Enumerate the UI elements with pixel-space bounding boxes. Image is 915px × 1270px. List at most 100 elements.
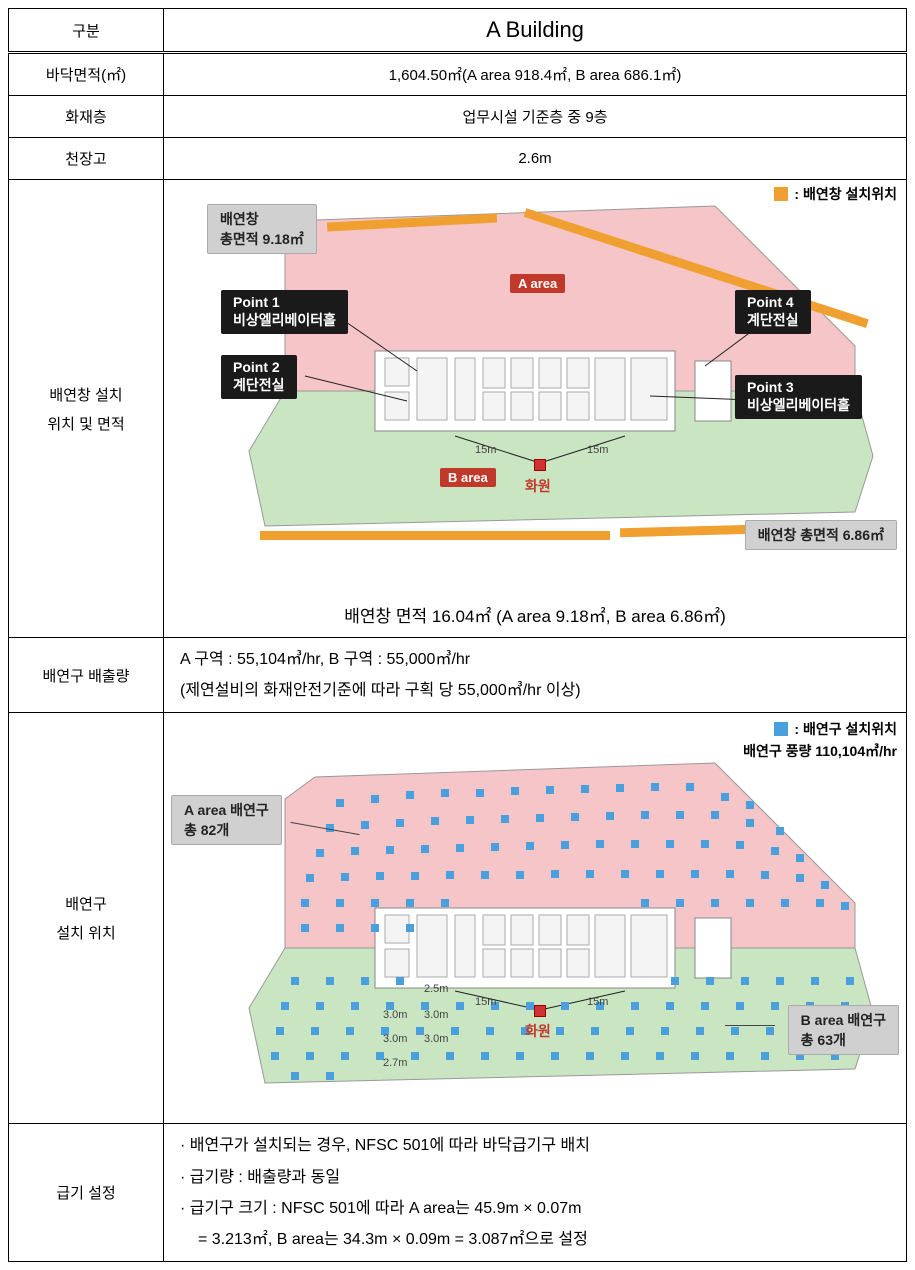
- row-emission-label: 배연구 배출량: [9, 638, 164, 713]
- vent-dot: [396, 977, 404, 985]
- vent-dot: [336, 799, 344, 807]
- row-vent-loc-label: 배연구 설치 위치: [9, 713, 164, 1124]
- vent-dot: [316, 849, 324, 857]
- vent-dot: [371, 924, 379, 932]
- vent-dot: [551, 870, 559, 878]
- vent-dot: [621, 870, 629, 878]
- dim2-15b: 15m: [587, 996, 608, 1008]
- row-ceiling-value: 2.6m: [164, 138, 907, 180]
- vent-dot: [511, 787, 519, 795]
- vent-dot: [571, 813, 579, 821]
- vent-dot: [586, 870, 594, 878]
- b-area-tag: B area: [440, 468, 496, 487]
- row-ceiling-label: 천장고: [9, 138, 164, 180]
- vent-dot: [441, 899, 449, 907]
- ventbar-bottom-left: [260, 531, 610, 540]
- row-supply-value: · 배연구가 설치되는 경우, NFSC 501에 따라 바닥급기구 배치 · …: [164, 1124, 907, 1262]
- vent-dot: [311, 1027, 319, 1035]
- vent-dot: [301, 924, 309, 932]
- vent-dot: [796, 854, 804, 862]
- vent-dot: [811, 977, 819, 985]
- vent-dot: [421, 845, 429, 853]
- vent-dot: [731, 1027, 739, 1035]
- vent-dot: [661, 1027, 669, 1035]
- point1-callout: Point 1 비상엘리베이터홀: [221, 290, 348, 334]
- vent-dot: [371, 899, 379, 907]
- vent-dot: [726, 1052, 734, 1060]
- vent-a-l1: 배연창: [220, 209, 304, 229]
- row-emission-value: A 구역 : 55,104㎥/hr, B 구역 : 55,000㎥/hr (제연…: [164, 638, 907, 713]
- vent-dot: [451, 1027, 459, 1035]
- b-count-l1: B area 배연구: [801, 1010, 886, 1030]
- point4-l1: Point 4: [747, 294, 799, 310]
- vent-dot: [306, 874, 314, 882]
- vent-dot: [686, 783, 694, 791]
- vent-dot: [491, 843, 499, 851]
- emission-l2: (제연설비의 화재안전기준에 따라 구획 당 55,000㎥/hr 이상): [180, 675, 890, 706]
- vent-dot: [551, 1052, 559, 1060]
- vent-dot: [711, 811, 719, 819]
- vent-dot: [446, 1052, 454, 1060]
- supply-i3: · 급기구 크기 : NFSC 501에 따라 A area는 45.9m × …: [180, 1193, 890, 1224]
- vent-dot: [631, 1002, 639, 1010]
- a-count-l2: 총 82개: [184, 820, 269, 840]
- vent-dot: [626, 1027, 634, 1035]
- point1-l1: Point 1: [233, 294, 336, 310]
- vent-window-label-l1: 배연창 설치: [13, 384, 159, 405]
- vent-dot: [516, 871, 524, 879]
- vent-dot: [271, 1052, 279, 1060]
- vent-dot: [666, 840, 674, 848]
- fire-source-icon: [534, 459, 546, 471]
- vent-dot: [546, 786, 554, 794]
- vent-loc-l2: 설치 위치: [13, 922, 159, 943]
- vent-dot: [416, 1027, 424, 1035]
- vent-dot: [776, 977, 784, 985]
- a-area-tag: A area: [510, 274, 565, 293]
- vent-dot: [781, 899, 789, 907]
- supply-i2: · 급기량 : 배출량과 동일: [180, 1162, 890, 1193]
- floor-plan-1: : 배연창 설치위치: [165, 180, 905, 596]
- vent-a-l2: 총면적 9.18㎡: [220, 229, 304, 249]
- point2-l1: Point 2: [233, 359, 285, 375]
- row-fire-floor-label: 화재층: [9, 96, 164, 138]
- plan2-svg: [185, 753, 885, 1103]
- vent-dot: [656, 870, 664, 878]
- dim2-15a: 15m: [475, 996, 496, 1008]
- vent-dot: [726, 870, 734, 878]
- header-col2: A Building: [164, 9, 907, 53]
- point3-l1: Point 3: [747, 379, 850, 395]
- dim-30b: 3.0m: [383, 1033, 407, 1045]
- plan2-legend1-text: : 배연구 설치위치: [794, 721, 897, 737]
- vent-dot: [351, 847, 359, 855]
- vent-dot: [411, 1052, 419, 1060]
- vent-dot: [276, 1027, 284, 1035]
- vent-dot: [476, 789, 484, 797]
- vent-dot: [776, 827, 784, 835]
- vent-dot: [741, 977, 749, 985]
- vent-dot: [406, 924, 414, 932]
- vent-dot: [326, 1072, 334, 1080]
- vent-dot: [736, 841, 744, 849]
- vent-dot: [306, 1052, 314, 1060]
- vent-dot: [376, 872, 384, 880]
- vent-dot: [291, 1072, 299, 1080]
- vent-dot: [341, 873, 349, 881]
- vent-loc-l1: 배연구: [13, 893, 159, 914]
- vent-dot: [526, 842, 534, 850]
- plan1-caption: 배연창 면적 16.04㎡ (A area 9.18㎡, B area 6.86…: [164, 596, 906, 637]
- vent-dot: [361, 821, 369, 829]
- vent-dot: [691, 870, 699, 878]
- vent-b-area-callout: 배연창 총면적 6.86㎡: [745, 520, 897, 550]
- vent-dot: [561, 1002, 569, 1010]
- dim-30a2: 3.0m: [383, 1009, 407, 1021]
- supply-i1: · 배연구가 설치되는 경우, NFSC 501에 따라 바닥급기구 배치: [180, 1130, 890, 1161]
- vent-dot: [771, 1002, 779, 1010]
- row-vent-window-label: 배연창 설치 위치 및 면적: [9, 180, 164, 638]
- vent-dot: [446, 871, 454, 879]
- vent-dot: [706, 977, 714, 985]
- row-floor-area-label: 바닥면적(㎡): [9, 53, 164, 96]
- vent-dot: [526, 1002, 534, 1010]
- vent-dot: [586, 1052, 594, 1060]
- dim-27: 2.7m: [383, 1057, 407, 1069]
- vent-window-label-l2: 위치 및 면적: [13, 413, 159, 434]
